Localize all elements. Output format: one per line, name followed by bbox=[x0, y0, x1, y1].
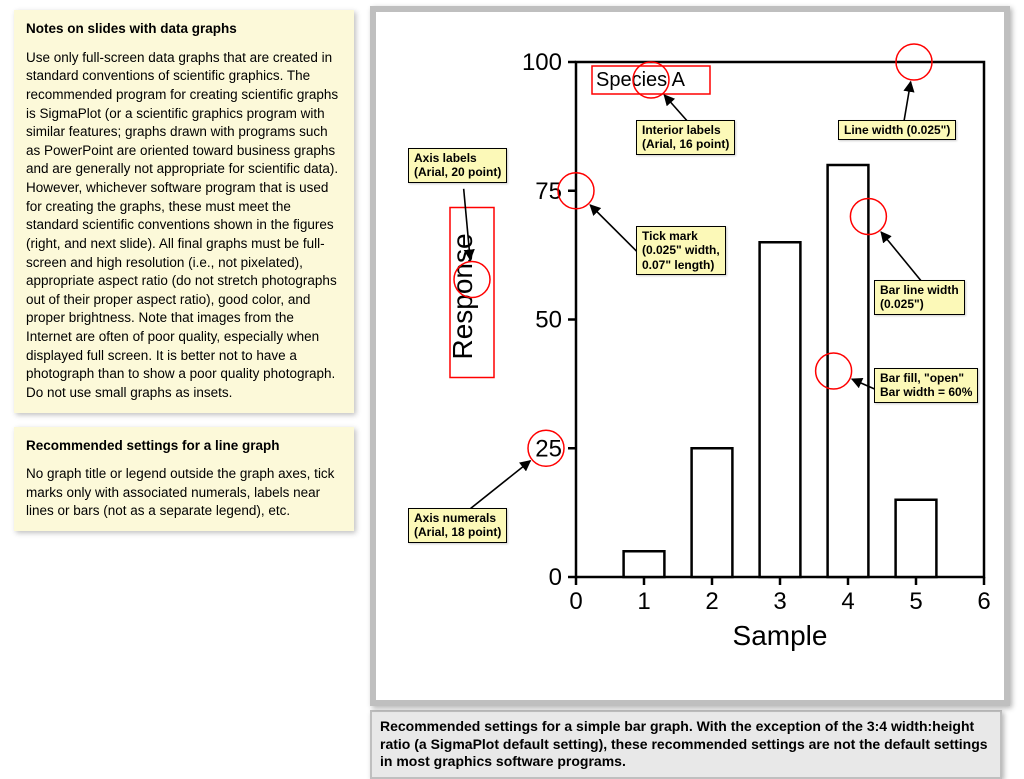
svg-text:Response: Response bbox=[447, 233, 478, 359]
svg-text:3: 3 bbox=[773, 588, 786, 615]
svg-text:50: 50 bbox=[535, 307, 562, 334]
callout-bar_line_width: Bar line width (0.025") bbox=[874, 280, 965, 315]
notes-title: Notes on slides with data graphs bbox=[26, 20, 342, 39]
svg-text:100: 100 bbox=[522, 49, 562, 76]
callout-interior_labels: Interior labels (Arial, 16 point) bbox=[636, 120, 735, 155]
svg-text:Sample: Sample bbox=[733, 620, 828, 651]
svg-text:6: 6 bbox=[977, 588, 990, 615]
caption-panel: Recommended settings for a simple bar gr… bbox=[370, 710, 1002, 779]
notes-box: Notes on slides with data graphs Use onl… bbox=[14, 10, 354, 413]
bar-chart-svg: 02550751000123456SampleResponseSpecies A bbox=[376, 12, 1004, 700]
svg-text:1: 1 bbox=[637, 588, 650, 615]
recommended-body: No graph title or legend outside the gra… bbox=[26, 465, 342, 521]
recommended-box: Recommended settings for a line graph No… bbox=[14, 427, 354, 532]
callout-axis_numerals: Axis numerals (Arial, 18 point) bbox=[408, 508, 507, 543]
recommended-title: Recommended settings for a line graph bbox=[26, 437, 342, 456]
svg-text:0: 0 bbox=[569, 588, 582, 615]
notes-body: Use only full-screen data graphs that ar… bbox=[26, 49, 342, 403]
svg-text:4: 4 bbox=[841, 588, 854, 615]
svg-text:0: 0 bbox=[549, 564, 562, 591]
svg-text:5: 5 bbox=[909, 588, 922, 615]
bar-graph-panel: 02550751000123456SampleResponseSpecies A… bbox=[370, 6, 1010, 706]
svg-text:2: 2 bbox=[705, 588, 718, 615]
svg-text:25: 25 bbox=[535, 435, 562, 462]
callout-line_width: Line width (0.025") bbox=[838, 120, 956, 140]
callout-tick_mark: Tick mark (0.025" width, 0.07" length) bbox=[636, 226, 726, 275]
svg-text:Species A: Species A bbox=[596, 69, 686, 91]
callout-bar_fill: Bar fill, "open" Bar width = 60% bbox=[874, 368, 978, 403]
callout-axis_labels: Axis labels (Arial, 20 point) bbox=[408, 148, 507, 183]
